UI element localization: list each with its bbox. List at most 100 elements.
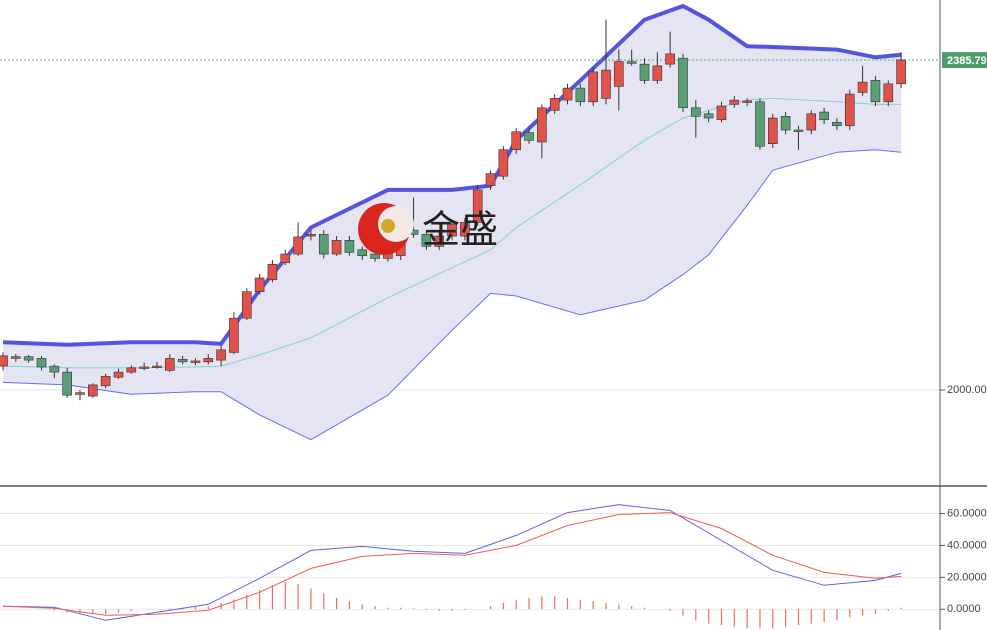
candle-body [254,277,265,292]
histogram-bar [810,609,812,624]
histogram-bar [579,599,581,610]
candle-body [652,65,663,81]
candle-body [293,236,303,255]
histogram-bar [733,609,735,627]
candle-body [524,132,534,141]
histogram-bar [335,598,338,610]
candle-body [318,234,329,255]
candle-body [36,358,47,368]
histogram-bar [554,596,556,610]
candle-body [767,117,778,145]
candle-body [0,355,8,367]
histogram-bar [502,602,504,610]
last-price-box [942,52,987,69]
histogram-bar [438,609,440,611]
histogram-bar [348,601,351,610]
y-tick-label: 60.0000 [947,507,987,519]
logo [358,203,414,255]
histogram-bar [194,606,197,610]
histogram-bar [759,609,761,629]
candle-body [267,264,278,281]
candle-body [575,87,586,103]
candle-body [49,365,60,373]
y-tick-label: 0.0000 [947,603,981,615]
histogram-bar [631,606,633,610]
histogram-bar [695,609,697,621]
histogram-bar [310,588,312,610]
candle-body [177,358,188,363]
histogram-bar [746,609,748,629]
histogram-bar [207,606,209,610]
candle-body [280,253,291,263]
histogram-bar [836,609,838,621]
histogram-bar [169,608,171,610]
y-tick-label: 2000.00 [947,384,987,396]
candle-body [472,189,483,223]
histogram-bar [515,599,517,610]
logo-dot [381,219,395,233]
histogram-bar [541,596,543,610]
candle-body [819,111,829,121]
histogram-bar [669,609,671,611]
candle-body [485,173,496,186]
histogram-bar [271,585,274,610]
histogram-bar [105,609,107,615]
candle-body [152,365,162,368]
candle-body [447,223,457,237]
histogram-bar [849,609,851,618]
candle-body [344,240,355,253]
histogram-bar [92,609,94,615]
histogram-bar [233,599,235,610]
histogram-bar [605,602,607,610]
candle-body [806,113,817,131]
candle-body [601,69,611,99]
candle-body [639,63,650,81]
candle-body [88,384,98,397]
candle-body [164,358,175,371]
candle-body [665,53,675,65]
candle-body [549,98,560,111]
candle-body [678,57,688,109]
histogram-bar [53,609,55,611]
y-tick-label: 40.0000 [947,539,987,551]
macd-line [2,504,902,621]
candle-body [780,116,791,131]
histogram-bar [425,609,427,611]
histogram-bar [708,609,710,624]
histogram-bar [720,609,723,626]
histogram-bar [117,609,120,613]
candle-body [100,376,111,387]
candle-body [870,80,881,103]
candle-body [357,249,368,257]
candle-body [331,240,342,255]
histogram-bar [412,608,415,610]
candle-body [755,101,765,147]
histogram-bar [785,609,787,627]
histogram-bar [323,593,325,610]
histogram-bar [374,606,376,610]
histogram-bar [297,583,299,610]
histogram-bar [464,609,466,611]
candle-body [832,122,842,127]
candle-body [421,234,432,247]
candle-body [306,234,316,237]
candle-body [23,356,34,361]
candle-body [742,100,752,103]
candle-body [62,371,72,396]
candle-body [857,81,868,93]
y-tick-label: 20.0000 [947,571,987,583]
candle-body [511,131,522,150]
histogram-bar [618,604,620,610]
candle-body [139,366,149,369]
histogram-bar [566,598,569,610]
candle-body [190,360,201,363]
candle-body [229,317,239,353]
histogram-bar [900,607,902,610]
candle-body [562,87,573,101]
histogram-bar [592,601,594,610]
histogram-bar [489,606,492,610]
histogram-bar [823,609,825,623]
candle-body [716,105,727,121]
candle-body [729,99,740,105]
